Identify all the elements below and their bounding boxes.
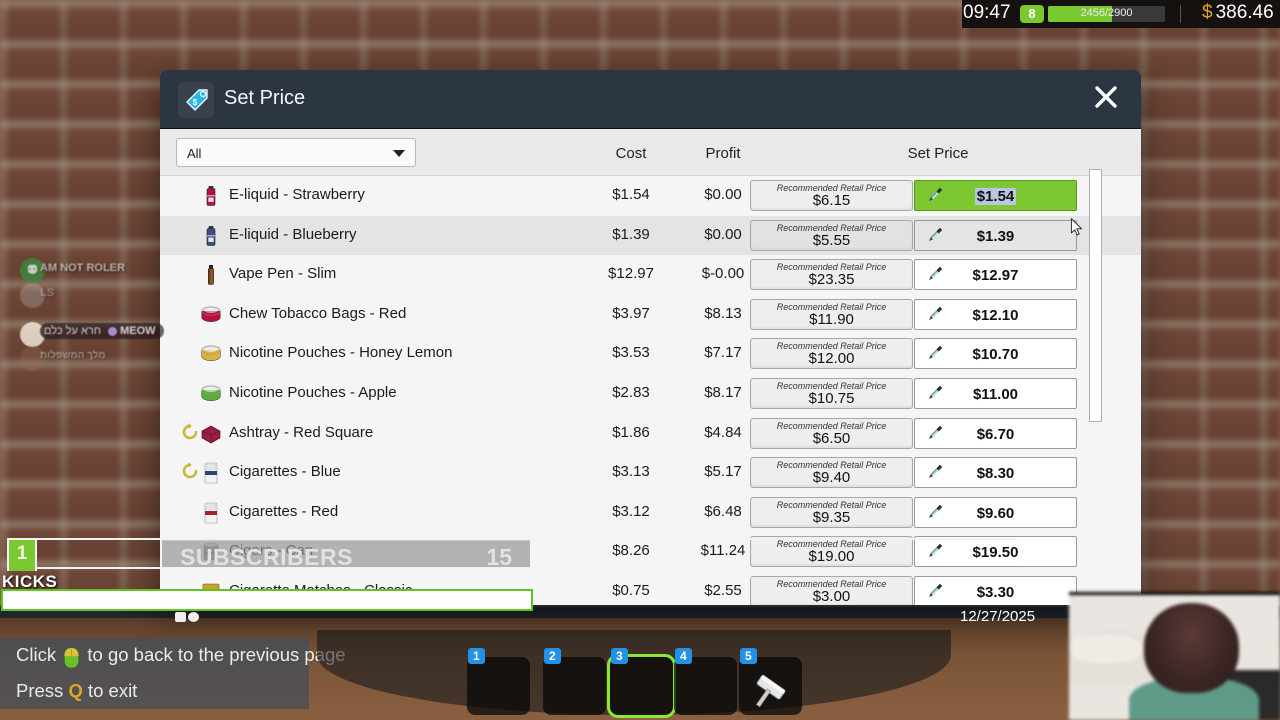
svg-text:$: $ xyxy=(193,97,198,107)
